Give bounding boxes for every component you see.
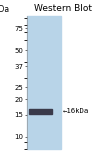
Title: Western Blot: Western Blot (34, 4, 92, 13)
Y-axis label: kDa: kDa (0, 5, 9, 14)
Bar (27, 16, 61, 149)
Text: ←16kDa: ←16kDa (63, 108, 89, 114)
Bar (29, 109, 52, 114)
